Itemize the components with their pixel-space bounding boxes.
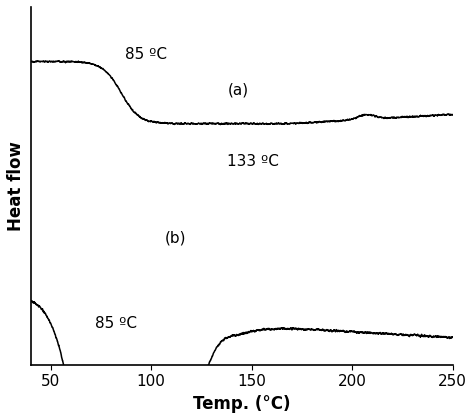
Text: 85 ºC: 85 ºC [125,47,167,63]
Text: 85 ºC: 85 ºC [95,316,137,331]
Text: 133 ºC: 133 ºC [228,155,279,169]
Text: (b): (b) [165,230,187,245]
Y-axis label: Heat flow: Heat flow [7,141,25,231]
X-axis label: Temp. (°C): Temp. (°C) [193,395,290,413]
Text: (a): (a) [228,82,249,97]
